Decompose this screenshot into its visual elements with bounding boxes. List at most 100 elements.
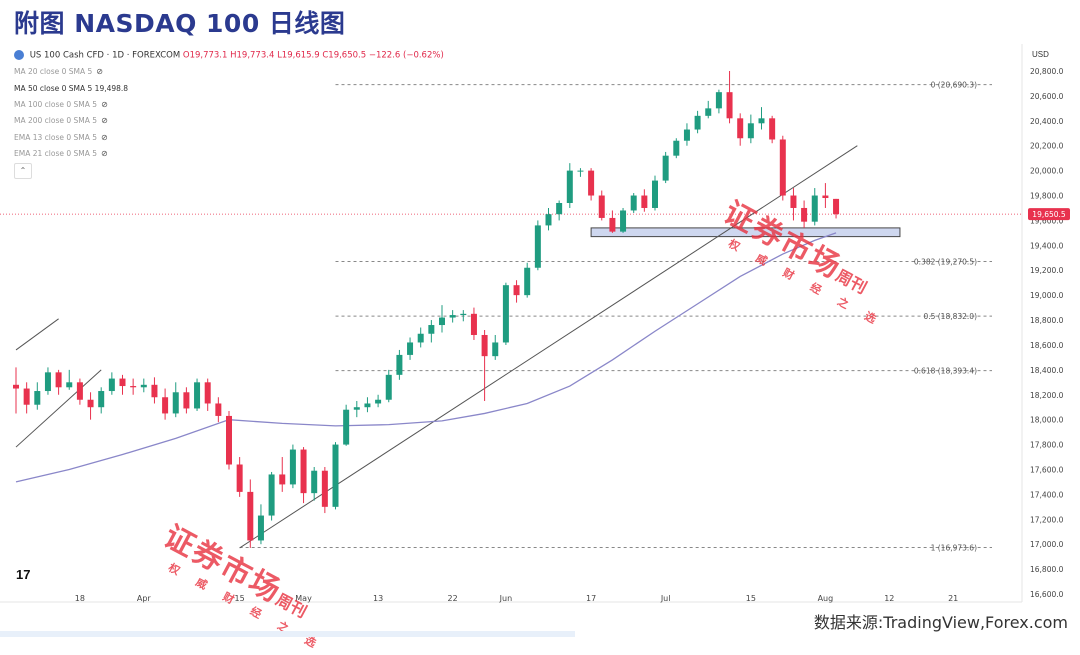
y-tick-label: 16,600.0 <box>1030 590 1064 599</box>
y-tick-label: 18,200.0 <box>1030 391 1064 400</box>
candle-body <box>822 195 829 199</box>
candle-body <box>332 444 339 507</box>
y-tick-label: 16,800.0 <box>1030 565 1064 574</box>
candle-body <box>375 399 382 404</box>
candle-body <box>119 378 126 387</box>
candle-body <box>407 342 414 355</box>
y-tick-label: 17,400.0 <box>1030 490 1064 499</box>
candle-body <box>790 195 797 208</box>
candle-body <box>66 382 73 388</box>
y-tick-label: 17,200.0 <box>1030 515 1064 524</box>
hidden-eye-icon[interactable]: ⊘ <box>101 133 108 142</box>
candle-body <box>513 285 520 296</box>
candle-body <box>577 170 584 172</box>
candle-body <box>55 372 62 388</box>
y-tick-label: 19,800.0 <box>1030 192 1064 201</box>
last-price-tag <box>1028 208 1070 221</box>
indicator-ma100[interactable]: MA 100 close 0 SMA 5 ⊘ <box>14 100 108 109</box>
y-tick-label: 17,600.0 <box>1030 465 1064 474</box>
trendline <box>15 369 102 448</box>
indicator-ema13[interactable]: EMA 13 close 0 SMA 5 ⊘ <box>14 133 108 142</box>
candle-body <box>108 378 115 392</box>
x-tick-label: 22 <box>448 594 458 603</box>
candle-body <box>279 474 286 485</box>
indicator-ma200[interactable]: MA 200 close 0 SMA 5 ⊘ <box>14 116 108 125</box>
x-tick-label: Aug <box>818 594 834 603</box>
candle-body <box>705 108 712 116</box>
candle-body <box>758 118 765 124</box>
indicator-ema21[interactable]: EMA 21 close 0 SMA 5 ⊘ <box>14 149 108 158</box>
y-tick-label: 19,400.0 <box>1030 241 1064 250</box>
candle-body <box>747 123 754 139</box>
trendline <box>239 145 858 549</box>
candle-body <box>683 129 690 141</box>
candle-body <box>289 449 296 485</box>
candle-body <box>247 491 254 541</box>
bottom-bar <box>0 631 575 637</box>
candle-body <box>98 391 105 408</box>
y-tick-label: 20,200.0 <box>1030 142 1064 151</box>
hidden-eye-icon[interactable]: ⊘ <box>101 149 108 158</box>
candle-body <box>673 140 680 156</box>
candle-body <box>588 170 595 196</box>
candle-body <box>545 214 552 226</box>
candle-body <box>439 317 445 326</box>
candle-body <box>598 195 605 218</box>
candlestick-chart[interactable]: 16,600.0 16,800.0 17,000.0 17,200.0 17,400.0… <box>0 40 1080 610</box>
x-tick-label: May <box>295 594 312 603</box>
last-price-label: 19,650.5 <box>1032 210 1066 219</box>
candle-body <box>76 382 83 400</box>
candle-body <box>215 403 222 416</box>
support-zone <box>590 227 901 238</box>
page-title: 附图 NASDAQ 100 日线图 <box>14 9 346 38</box>
ohlc-values: O19,773.1 H19,773.4 L19,615.9 C19,650.5 … <box>182 50 444 61</box>
candle-body <box>321 470 328 507</box>
hidden-eye-icon[interactable]: ⊘ <box>101 116 108 125</box>
y-tick-label: 19,200.0 <box>1030 266 1064 275</box>
candle-body <box>481 334 488 357</box>
y-tick-label: 20,800.0 <box>1030 67 1064 76</box>
candle-body <box>162 397 169 414</box>
candle-body <box>460 313 467 316</box>
candle-body <box>694 115 701 130</box>
x-tick-label: Jul <box>660 594 671 603</box>
candle-body <box>257 515 264 541</box>
x-tick-label: 17 <box>586 594 596 603</box>
data-source: 数据来源:TradingView,Forex.com <box>813 613 1068 632</box>
candle-body <box>428 325 435 334</box>
candle-body <box>534 225 541 268</box>
x-tick-label: 13 <box>373 594 383 603</box>
y-tick-label: 18,600.0 <box>1030 341 1064 350</box>
candle-body <box>87 399 94 408</box>
y-tick-label: 20,400.0 <box>1030 117 1064 126</box>
y-tick-label: 18,400.0 <box>1030 366 1064 375</box>
candle-body <box>194 382 201 409</box>
candle-body <box>23 388 30 405</box>
y-tick-label: 17,000.0 <box>1030 540 1064 549</box>
candle-body <box>556 202 563 215</box>
candle-body <box>715 92 722 109</box>
candle-body <box>396 354 403 375</box>
x-tick-label: Jun <box>499 594 513 603</box>
hidden-eye-icon[interactable]: ⊘ <box>96 67 103 76</box>
candle-body <box>662 155 669 181</box>
candle-body <box>44 372 51 392</box>
candle-body <box>609 217 616 232</box>
hidden-eye-icon[interactable]: ⊘ <box>101 100 108 109</box>
candle-body <box>470 313 477 335</box>
candle-body <box>566 170 573 203</box>
symbol-name: US 100 Cash CFD · 1D · FOREXCOM <box>29 50 181 61</box>
candle-body <box>385 374 392 400</box>
candle-body <box>183 392 190 409</box>
collapse-indicators-button[interactable]: ⌃ <box>14 163 32 179</box>
candle-body <box>268 474 275 516</box>
symbol-header[interactable]: US 100 Cash CFD · 1D · FOREXCOM O19,773.… <box>14 50 444 61</box>
indicator-ma50[interactable]: MA 50 close 0 SMA 5 19,498.8 <box>14 84 129 93</box>
candle-body <box>140 384 147 388</box>
candle-body <box>204 382 211 404</box>
currency-label[interactable]: USD <box>1032 50 1049 59</box>
tradingview-logo: 17 <box>16 567 31 582</box>
x-tick-label: 21 <box>948 594 958 603</box>
indicator-ma20[interactable]: MA 20 close 0 SMA 5 ⊘ <box>14 67 103 76</box>
x-tick-label: 15 <box>235 594 245 603</box>
